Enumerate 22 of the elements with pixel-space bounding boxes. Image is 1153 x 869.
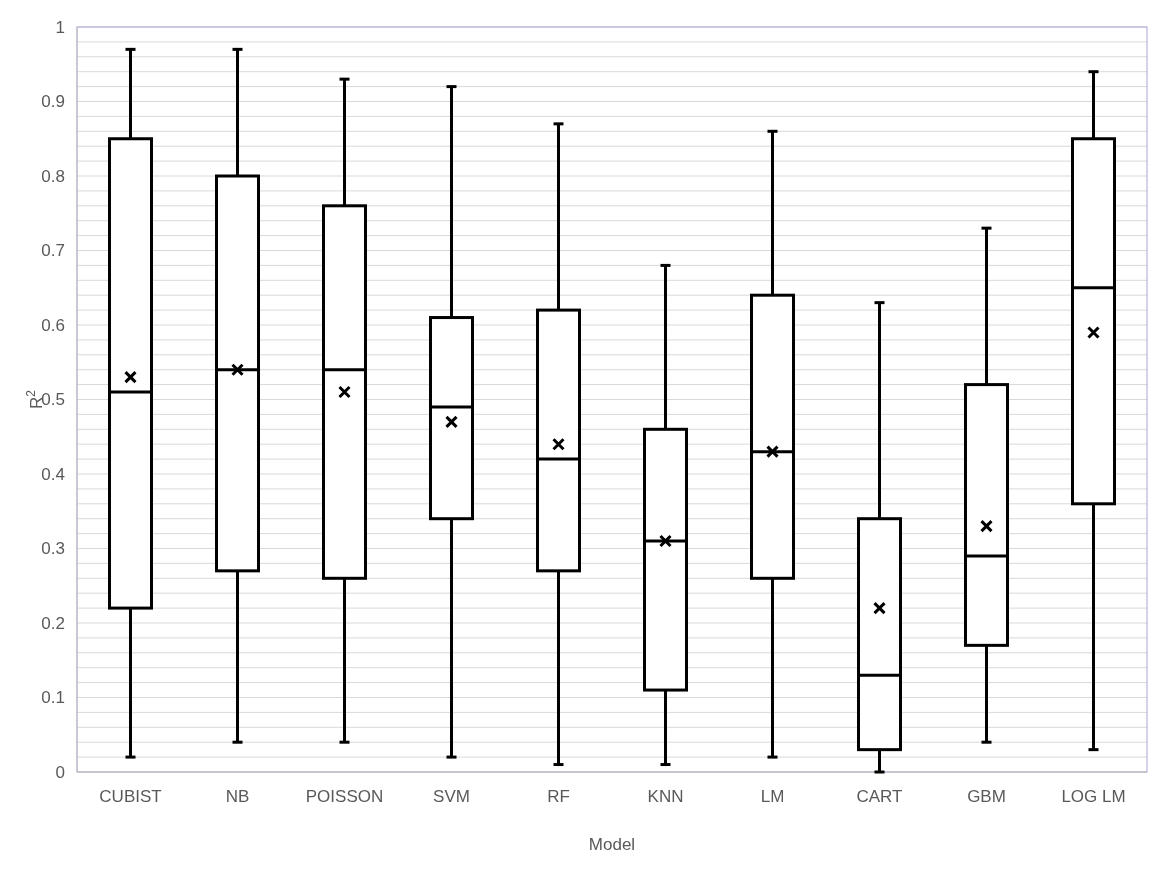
x-tick-label: SVM <box>433 787 470 806</box>
y-tick-label: 0 <box>55 762 65 782</box>
x-tick-label: LOG LM <box>1061 787 1126 806</box>
y-tick-label: 1 <box>55 17 65 37</box>
x-tick-label: GBM <box>967 787 1006 806</box>
x-tick-label: NB <box>225 787 250 806</box>
x-tick-label: POISSON <box>305 787 384 806</box>
y-tick-label: 0.2 <box>41 613 65 633</box>
x-axis-title: Model <box>588 835 636 854</box>
y-tick-label: 0.8 <box>41 166 65 186</box>
y-tick-label: 0.5 <box>41 390 65 410</box>
x-tick-label: KNN <box>647 787 684 806</box>
y-tick-label: 0.1 <box>41 688 65 708</box>
x-tick-label: RF <box>547 787 570 806</box>
y-tick-label: 0.7 <box>41 241 65 261</box>
y-tick-label: 0.4 <box>41 464 65 484</box>
x-tick-label: CUBIST <box>99 787 162 806</box>
y-tick-label: 0.9 <box>41 92 65 112</box>
y-tick-label: 0.3 <box>41 539 65 559</box>
x-tick-label: CART <box>856 787 903 806</box>
x-tick-label: LM <box>760 787 785 806</box>
y-tick-label: 0.6 <box>41 315 65 335</box>
